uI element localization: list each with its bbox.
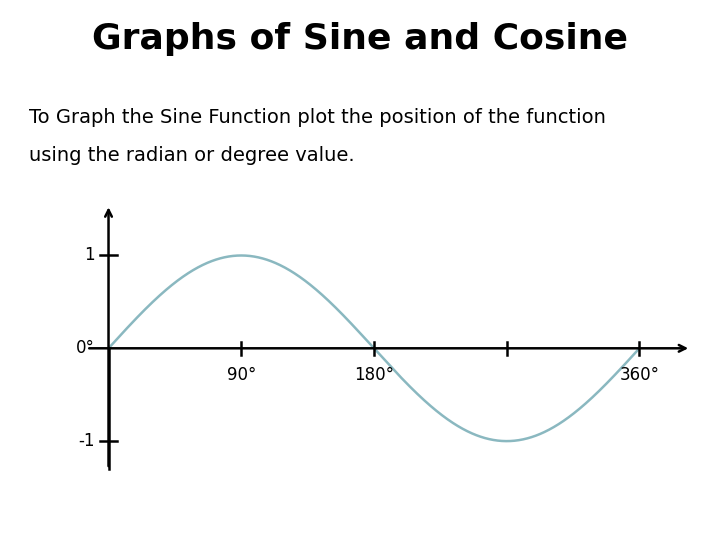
Text: 180°: 180° [354, 366, 394, 384]
Text: using the radian or degree value.: using the radian or degree value. [29, 146, 354, 165]
Text: Graphs of Sine and Cosine: Graphs of Sine and Cosine [92, 22, 628, 56]
Text: -1: -1 [78, 432, 95, 450]
Text: 0°: 0° [76, 339, 95, 357]
Text: 90°: 90° [227, 366, 256, 384]
Text: 360°: 360° [619, 366, 660, 384]
Text: 1: 1 [85, 246, 95, 265]
Text: To Graph the Sine Function plot the position of the function: To Graph the Sine Function plot the posi… [29, 108, 606, 127]
